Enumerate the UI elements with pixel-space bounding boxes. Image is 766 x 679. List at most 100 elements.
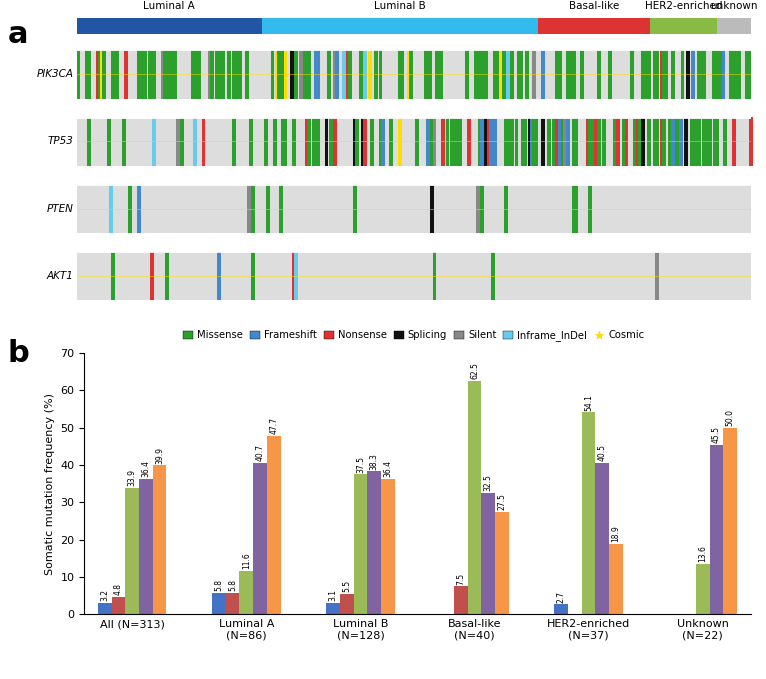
Bar [400, 50, 404, 98]
Bar [566, 117, 570, 166]
Bar [491, 251, 495, 300]
Bar [314, 50, 318, 98]
Bar [457, 117, 460, 166]
Bar [653, 50, 657, 98]
Text: unknown: unknown [710, 1, 758, 11]
Bar [283, 117, 287, 166]
Bar [430, 117, 434, 166]
Bar [249, 117, 253, 166]
Text: 32.5: 32.5 [483, 475, 493, 492]
Bar [234, 50, 237, 98]
Bar [346, 50, 350, 98]
Bar [305, 117, 309, 166]
Bar [484, 50, 488, 98]
Text: TP53: TP53 [47, 136, 74, 146]
Bar [290, 50, 294, 98]
Bar [684, 117, 688, 166]
Bar [352, 184, 356, 233]
Bar [653, 117, 657, 166]
Bar [672, 117, 676, 166]
Text: 13.6: 13.6 [699, 545, 707, 562]
Text: 40.5: 40.5 [597, 444, 607, 462]
Bar [722, 50, 725, 98]
Bar [571, 50, 575, 98]
Bar [139, 479, 152, 614]
Bar [675, 117, 679, 166]
Bar [719, 50, 722, 98]
Text: 47.7: 47.7 [269, 418, 278, 435]
Bar [163, 50, 167, 98]
Bar [221, 50, 225, 98]
Bar [647, 50, 650, 98]
Bar [454, 587, 468, 614]
Bar [439, 50, 443, 98]
Bar [238, 50, 242, 98]
Bar [307, 50, 311, 98]
Bar [541, 117, 545, 166]
Text: 54.1: 54.1 [584, 394, 593, 411]
Text: 7.5: 7.5 [457, 572, 465, 585]
Bar [506, 50, 510, 98]
Bar [686, 50, 690, 98]
Text: 36.4: 36.4 [142, 460, 150, 477]
Bar [111, 50, 115, 98]
Bar [180, 117, 184, 166]
Bar [689, 117, 693, 166]
Bar [493, 50, 497, 98]
Bar [517, 50, 521, 98]
Bar [172, 50, 175, 98]
Bar [152, 117, 156, 166]
Bar [609, 544, 623, 614]
Bar [247, 184, 250, 233]
Text: Luminal B: Luminal B [375, 1, 426, 11]
Bar [484, 117, 488, 166]
Bar [352, 117, 356, 166]
Bar [638, 117, 643, 166]
Bar [499, 50, 503, 98]
Bar [152, 466, 166, 614]
Bar [510, 117, 514, 166]
Bar [480, 184, 484, 233]
Bar [672, 50, 676, 98]
Bar [697, 50, 701, 98]
Bar [109, 184, 113, 233]
Bar [137, 50, 141, 98]
Bar [435, 50, 439, 98]
Text: PIK3CA: PIK3CA [36, 69, 74, 79]
Text: 3.1: 3.1 [329, 589, 338, 601]
Bar [704, 117, 708, 166]
Legend: Mutation in AKT1, Mutation in PTEN, Mutation in TP53, Mutation in PIK3CA, Non-mu: Mutation in AKT1, Mutation in PTEN, Muta… [254, 677, 581, 679]
Bar [597, 117, 601, 166]
Bar [116, 50, 119, 98]
Bar [608, 50, 612, 98]
Bar [696, 564, 709, 614]
Bar [510, 50, 514, 98]
Bar [580, 50, 584, 98]
Bar [588, 117, 592, 166]
Bar [701, 50, 705, 98]
Bar [459, 117, 463, 166]
Bar [558, 117, 561, 166]
Bar [708, 117, 712, 166]
Text: a: a [8, 20, 28, 50]
Text: PTEN: PTEN [47, 204, 74, 213]
Bar [398, 50, 402, 98]
Bar [715, 117, 719, 166]
Bar [340, 594, 354, 614]
Bar [641, 50, 645, 98]
Text: 37.5: 37.5 [356, 456, 365, 473]
Bar [152, 50, 156, 98]
Bar [713, 117, 717, 166]
Bar [175, 117, 180, 166]
Bar [561, 117, 565, 166]
Bar [497, 50, 501, 98]
Bar [103, 50, 106, 98]
Text: 5.8: 5.8 [214, 579, 224, 591]
Text: 50.0: 50.0 [725, 409, 735, 426]
Bar [342, 50, 345, 98]
Bar [723, 428, 737, 614]
Text: 5.5: 5.5 [342, 580, 352, 592]
Bar [398, 117, 402, 166]
Bar [264, 117, 268, 166]
Text: 3.2: 3.2 [100, 589, 110, 601]
